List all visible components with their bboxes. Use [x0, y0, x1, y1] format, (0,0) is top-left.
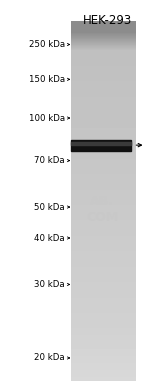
- Text: 150 kDa: 150 kDa: [29, 75, 65, 84]
- Text: 20 kDa: 20 kDa: [34, 353, 65, 363]
- Text: HEK-293: HEK-293: [83, 14, 133, 27]
- Text: 30 kDa: 30 kDa: [34, 280, 65, 289]
- Text: 40 kDa: 40 kDa: [34, 233, 65, 243]
- Text: 50 kDa: 50 kDa: [34, 202, 65, 212]
- Text: 70 kDa: 70 kDa: [34, 156, 65, 165]
- Bar: [70, 142, 130, 145]
- Text: WWW.
PTG
AB.
COM: WWW. PTG AB. COM: [80, 163, 124, 224]
- Text: 100 kDa: 100 kDa: [29, 113, 65, 123]
- Text: 250 kDa: 250 kDa: [29, 40, 65, 49]
- Bar: [70, 140, 130, 151]
